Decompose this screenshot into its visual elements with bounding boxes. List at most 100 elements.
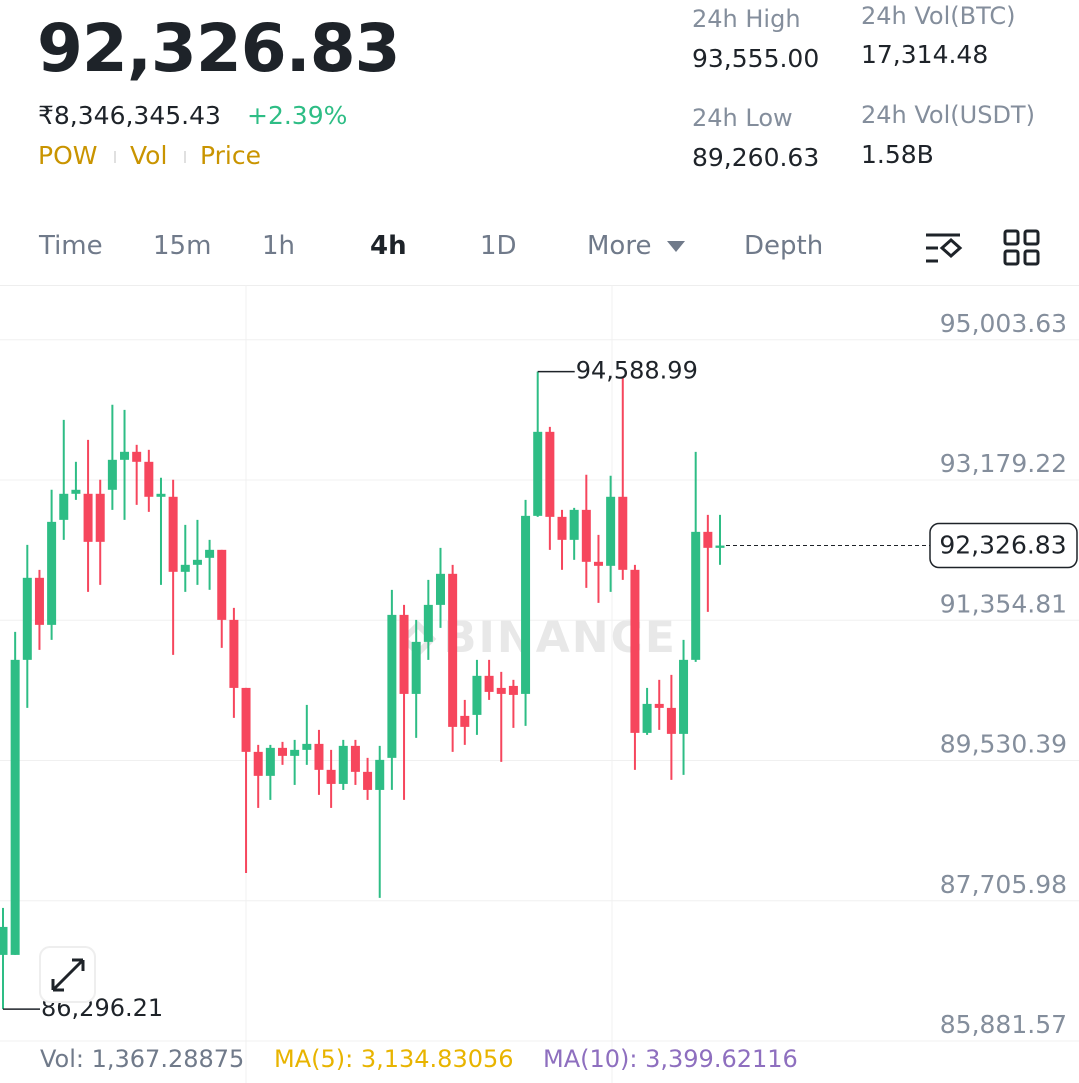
last-price-label: 92,326.83 bbox=[939, 531, 1066, 560]
separator bbox=[184, 151, 186, 163]
candle-body bbox=[521, 515, 531, 694]
indicator-tab[interactable]: Vol bbox=[130, 141, 168, 170]
candlestick-chart: BINANCE 95,003.63 93,179.22 91,354.81 89,53… bbox=[0, 285, 1079, 1083]
candle-body bbox=[120, 451, 130, 460]
ma5-readout: MA(5): 3,134.83056 bbox=[274, 1045, 514, 1073]
candle-body bbox=[472, 675, 482, 715]
candle-body bbox=[618, 496, 628, 570]
layout-icon[interactable] bbox=[1003, 229, 1041, 267]
candle-body bbox=[448, 573, 458, 727]
candle-body bbox=[703, 531, 713, 548]
y-tick-label: 87,705.98 bbox=[940, 870, 1067, 899]
fiat-price: ₹8,346,345.43 bbox=[38, 101, 221, 130]
indicator-tab[interactable]: Price bbox=[200, 141, 261, 170]
candle-body bbox=[180, 564, 190, 572]
fullscreen-icon bbox=[51, 958, 85, 992]
candle-body bbox=[95, 493, 105, 542]
candle-body bbox=[107, 459, 117, 490]
y-tick-label: 85,881.57 bbox=[940, 1010, 1067, 1039]
y-tick-label: 91,354.81 bbox=[940, 589, 1067, 618]
candle-body bbox=[22, 577, 32, 660]
candle-body bbox=[533, 431, 543, 516]
stat-label: 24h Vol(BTC) bbox=[861, 2, 1016, 30]
last-price-box bbox=[929, 522, 1078, 569]
candle-body bbox=[460, 715, 470, 727]
interval-tab[interactable]: 1D bbox=[480, 231, 517, 261]
interval-tab[interactable]: Depth bbox=[744, 231, 824, 261]
candle-body bbox=[411, 641, 421, 694]
candle-body bbox=[375, 759, 385, 790]
stat-value: 17,314.48 bbox=[861, 40, 989, 69]
separator bbox=[114, 151, 116, 163]
candle-body bbox=[253, 751, 263, 776]
ma10-readout: MA(10): 3,399.62116 bbox=[543, 1045, 798, 1073]
candle-body bbox=[399, 614, 409, 694]
candle-body bbox=[290, 749, 300, 756]
candle-body bbox=[83, 493, 93, 542]
candle-body bbox=[326, 769, 336, 784]
settings-icon[interactable] bbox=[922, 230, 964, 266]
candle-body bbox=[484, 675, 494, 692]
y-tick-label: 89,530.39 bbox=[940, 730, 1067, 759]
interval-tab[interactable]: 4h bbox=[370, 231, 407, 261]
candle-body bbox=[34, 577, 44, 625]
candle-body bbox=[47, 521, 57, 625]
y-tick-label: 95,003.63 bbox=[940, 309, 1067, 338]
candle-body bbox=[241, 687, 251, 752]
stat-label: 24h Vol(USDT) bbox=[861, 101, 1035, 129]
candle-body bbox=[508, 685, 518, 695]
candle-body bbox=[387, 614, 397, 758]
last-price: 92,326.83 bbox=[37, 10, 401, 87]
candle-body bbox=[569, 509, 579, 540]
candle-body bbox=[350, 745, 360, 772]
interval-tab[interactable]: Time bbox=[39, 231, 103, 261]
candle-body bbox=[168, 496, 178, 572]
candle-body bbox=[593, 561, 603, 566]
candle-body bbox=[10, 659, 20, 955]
candle-body bbox=[0, 926, 8, 955]
watermark: BINANCE bbox=[443, 612, 677, 663]
candle-body bbox=[654, 703, 664, 708]
stat-value: 1.58B bbox=[861, 140, 934, 169]
candle-body bbox=[581, 509, 591, 562]
candle-body bbox=[205, 549, 215, 558]
candle-body bbox=[302, 743, 312, 750]
interval-tab[interactable]: 15m bbox=[153, 231, 212, 261]
candle-body bbox=[666, 707, 676, 734]
candle-body bbox=[630, 569, 640, 733]
indicator-tab[interactable]: POW bbox=[38, 141, 98, 170]
candle-body bbox=[144, 461, 154, 497]
candle-body bbox=[691, 531, 701, 660]
candle-body bbox=[156, 493, 166, 497]
candle-body bbox=[71, 489, 81, 494]
candle-body bbox=[715, 545, 725, 548]
volume-readout: Vol: 1,367.28875 bbox=[40, 1045, 245, 1073]
candle-body bbox=[363, 771, 373, 790]
stat-label: 24h High bbox=[692, 5, 801, 33]
interval-tab[interactable]: 1h bbox=[262, 231, 296, 261]
annotation-label: 94,588.99 bbox=[576, 357, 698, 385]
stat-label: 24h Low bbox=[692, 104, 793, 132]
candle-body bbox=[229, 619, 239, 688]
candle-body bbox=[338, 745, 348, 784]
candle-body bbox=[217, 549, 227, 620]
candle-body bbox=[557, 516, 567, 540]
candle-body bbox=[423, 604, 433, 642]
candle-body bbox=[265, 747, 275, 776]
stat-value: 89,260.63 bbox=[692, 143, 820, 172]
price-change: +2.39% bbox=[247, 101, 348, 130]
interval-tab[interactable]: More bbox=[587, 231, 652, 261]
candle-body bbox=[606, 496, 616, 566]
y-tick-label: 93,179.22 bbox=[940, 449, 1067, 478]
candle-body bbox=[192, 559, 202, 565]
candle-body bbox=[59, 493, 69, 520]
candle-body bbox=[496, 687, 506, 694]
candle-body bbox=[545, 431, 555, 517]
candle-body bbox=[435, 573, 445, 605]
candle-body bbox=[314, 743, 324, 770]
candle-body bbox=[642, 703, 652, 733]
dropdown-arrow bbox=[667, 241, 685, 252]
stat-value: 93,555.00 bbox=[692, 44, 820, 73]
candle-body bbox=[679, 659, 689, 734]
